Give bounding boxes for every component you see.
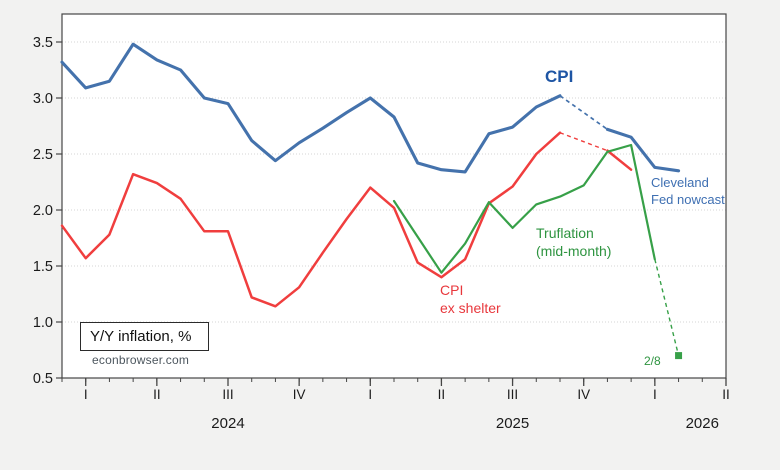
plot-background bbox=[62, 14, 726, 378]
x-quarter-label: I bbox=[84, 387, 88, 402]
x-quarter-label: I bbox=[653, 387, 657, 402]
series-line-cpi-ex-shelter bbox=[606, 149, 633, 171]
x-quarter-label: II bbox=[722, 387, 730, 402]
series-dashed-truflation bbox=[654, 259, 680, 356]
series-line-truflation bbox=[392, 143, 656, 274]
series-line-cpi bbox=[605, 127, 681, 173]
y-tick-label: 3.0 bbox=[33, 91, 53, 107]
series-line-cpi bbox=[60, 42, 562, 174]
x-quarter-label: II bbox=[438, 387, 446, 402]
series-cpi bbox=[60, 42, 681, 174]
x-quarter-label: III bbox=[222, 387, 233, 402]
x-year-label: 2025 bbox=[496, 415, 529, 432]
series-dashed-cpi-ex-shelter bbox=[559, 132, 608, 152]
x-quarter-label: IV bbox=[577, 387, 590, 402]
series-dashed-cpi bbox=[559, 95, 608, 131]
y-tick-label: 0.5 bbox=[33, 371, 53, 387]
x-quarter-label: II bbox=[153, 387, 161, 402]
y-axis: 0.5 1.0 1.5 2.0 2.5 3.0 3.5 bbox=[33, 35, 62, 387]
x-quarter-label: III bbox=[507, 387, 518, 402]
series-truflation bbox=[392, 143, 683, 360]
x-year-label: 2026 bbox=[686, 415, 719, 432]
series-cpi-ex-shelter bbox=[60, 131, 633, 308]
y-tick-label: 1.0 bbox=[33, 315, 53, 331]
x-quarter-label: IV bbox=[293, 387, 306, 402]
y-tick-label: 2.0 bbox=[33, 203, 53, 219]
plot-border bbox=[61, 13, 727, 379]
y-tick-label: 3.5 bbox=[33, 35, 53, 51]
end-marker-square-truflation bbox=[675, 352, 683, 360]
series-line-cpi-ex-shelter bbox=[60, 131, 562, 308]
y-tick-label: 2.5 bbox=[33, 147, 53, 163]
y-tick-label: 1.5 bbox=[33, 259, 53, 275]
x-quarter-label: I bbox=[368, 387, 372, 402]
x-year-label: 2024 bbox=[211, 415, 244, 432]
